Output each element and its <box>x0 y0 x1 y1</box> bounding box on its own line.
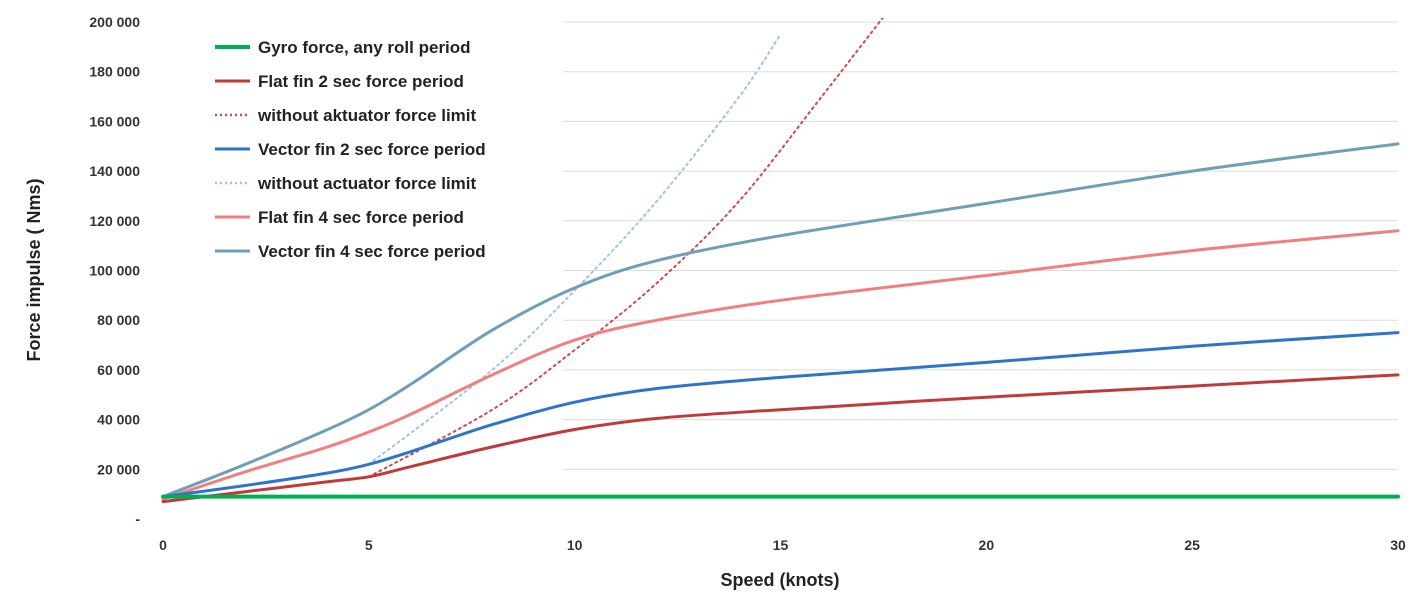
x-tick-label: 25 <box>1184 537 1200 553</box>
x-tick-label: 20 <box>979 537 995 553</box>
legend-label: Vector fin 2 sec force period <box>258 140 486 159</box>
series-line-2 <box>161 373 1400 504</box>
series-line-3 <box>367 18 884 478</box>
y-tick-label: 140 000 <box>89 163 140 179</box>
y-tick-label: 120 000 <box>89 213 140 229</box>
y-tick-label: 180 000 <box>89 64 140 80</box>
y-tick-label: 160 000 <box>89 113 140 129</box>
x-tick-label: 30 <box>1390 537 1406 553</box>
y-tick-label: 80 000 <box>97 312 140 328</box>
y-tick-label: 200 000 <box>89 14 140 30</box>
y-tick-label: 100 000 <box>89 263 140 279</box>
legend-label: Flat fin 4 sec force period <box>258 208 464 227</box>
y-tick-label: - <box>135 511 140 527</box>
y-tick-label: 60 000 <box>97 362 140 378</box>
x-axis-ticks: 0 5 10 15 20 25 30 <box>159 537 1406 553</box>
x-tick-label: 10 <box>567 537 583 553</box>
x-tick-label: 5 <box>365 537 373 553</box>
legend-label: without aktuator force limit <box>257 106 477 125</box>
series-line-6 <box>161 229 1400 501</box>
series-line-4 <box>161 331 1400 499</box>
legend-label: Flat fin 2 sec force period <box>258 72 464 91</box>
x-axis-title: Speed (knots) <box>720 570 839 590</box>
series-line-7 <box>161 142 1400 499</box>
legend: Gyro force, any roll period Flat fin 2 se… <box>215 38 486 261</box>
series-lines <box>161 18 1400 504</box>
y-tick-label: 20 000 <box>97 461 140 477</box>
legend-label: without actuator force limit <box>257 174 477 193</box>
x-tick-label: 15 <box>773 537 789 553</box>
x-tick-label: 0 <box>159 537 167 553</box>
series-line-5 <box>367 33 782 466</box>
legend-label: Vector fin 4 sec force period <box>258 242 486 261</box>
grid-lines <box>563 21 1398 470</box>
y-axis-ticks: - 20 000 40 000 60 000 80 000 100 000 120 000 1… <box>89 14 140 527</box>
y-tick-label: 40 000 <box>97 412 140 428</box>
legend-label: Gyro force, any roll period <box>258 38 471 57</box>
y-axis-title: Force impulse ( Nms) <box>24 178 44 361</box>
